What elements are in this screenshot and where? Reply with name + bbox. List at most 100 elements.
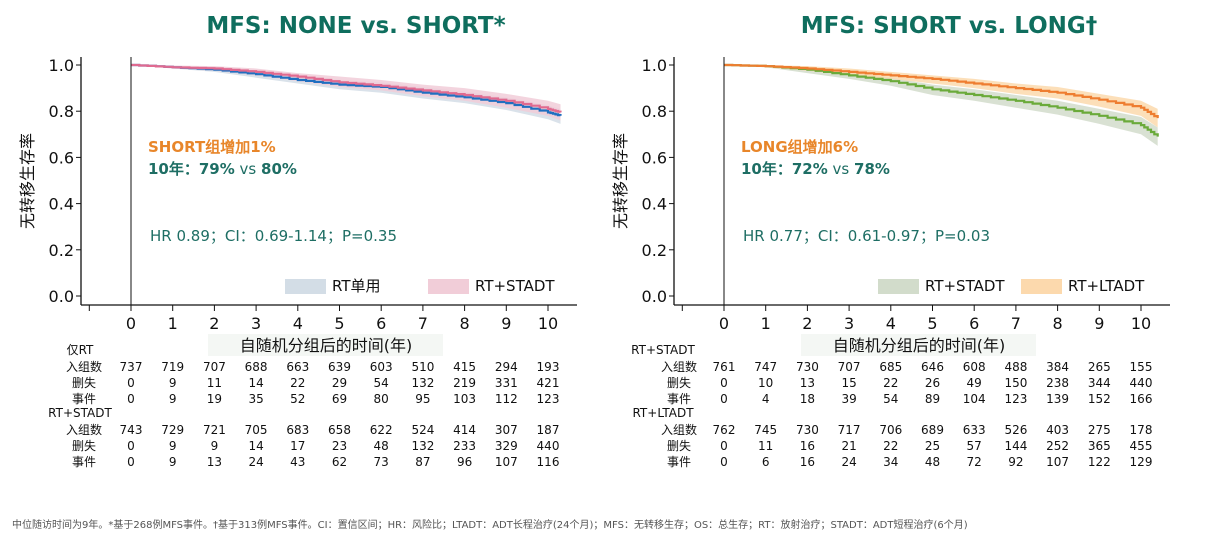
risk-row-label: 事件 bbox=[667, 455, 691, 469]
km-panel-none-vs-short: MFS: NONE vs. SHORT* 0.0 0.2 0.4 0.6 0.8 1.0 0 1… bbox=[18, 13, 577, 469]
risk-cell: 22 bbox=[883, 376, 898, 390]
risk-cell: 24 bbox=[248, 455, 263, 469]
risk-cell: 54 bbox=[374, 376, 389, 390]
risk-cell: 132 bbox=[411, 439, 434, 453]
risk-row-label: 删失 bbox=[667, 438, 691, 453]
risk-cell: 39 bbox=[841, 392, 856, 406]
risk-cell: 0 bbox=[127, 439, 135, 453]
survival-curve-1 bbox=[131, 63, 562, 113]
risk-row-label: 删失 bbox=[667, 375, 691, 390]
risk-group-label: RT+LTADT bbox=[632, 406, 694, 420]
x-tick-label: 4 bbox=[293, 314, 303, 333]
risk-cell: 9 bbox=[169, 376, 177, 390]
risk-cell: 0 bbox=[127, 455, 135, 469]
risk-cell: 688 bbox=[245, 360, 268, 374]
risk-cell: 730 bbox=[796, 360, 819, 374]
y-tick-label: 1.0 bbox=[49, 56, 74, 75]
risk-cell: 57 bbox=[967, 439, 982, 453]
risk-group-label: 仅RT bbox=[67, 343, 94, 357]
risk-cell: 26 bbox=[925, 376, 940, 390]
risk-cell: 384 bbox=[1046, 360, 1069, 374]
risk-row-label: 事件 bbox=[667, 392, 691, 406]
x-tick-label: 0 bbox=[719, 314, 729, 333]
risk-cell: 18 bbox=[800, 392, 815, 406]
risk-cell: 238 bbox=[1046, 376, 1069, 390]
risk-cell: 13 bbox=[800, 376, 815, 390]
risk-cell: 639 bbox=[328, 360, 351, 374]
risk-group-label: RT+STADT bbox=[631, 343, 695, 357]
y-tick-label: 0.8 bbox=[642, 102, 667, 121]
risk-cell: 112 bbox=[495, 392, 518, 406]
risk-cell: 139 bbox=[1046, 392, 1069, 406]
risk-cell: 9 bbox=[169, 392, 177, 406]
risk-cell: 73 bbox=[374, 455, 389, 469]
y-tick-label: 0.2 bbox=[642, 241, 667, 260]
risk-cell: 13 bbox=[207, 455, 222, 469]
risk-cell: 35 bbox=[248, 392, 263, 406]
y-tick-label: 0.6 bbox=[49, 148, 74, 167]
risk-cell: 729 bbox=[161, 423, 184, 437]
risk-cell: 69 bbox=[332, 392, 347, 406]
risk-cell: 19 bbox=[207, 392, 222, 406]
y-tick-label: 0.2 bbox=[49, 241, 74, 260]
risk-cell: 72 bbox=[967, 455, 982, 469]
footnote: 中位随访时间为9年。*基于268例MFS事件。†基于313例MFS事件。CI：置… bbox=[12, 518, 968, 531]
risk-cell: 658 bbox=[328, 423, 351, 437]
risk-cell: 25 bbox=[925, 439, 940, 453]
risk-cell: 193 bbox=[537, 360, 560, 374]
legend-label-1: RT+STADT bbox=[475, 277, 555, 295]
ci-band-1 bbox=[724, 65, 1158, 128]
x-tick-label: 9 bbox=[501, 314, 511, 333]
legend-label-0: RT+STADT bbox=[925, 277, 1005, 295]
risk-cell: 510 bbox=[411, 360, 434, 374]
legend-swatch-0 bbox=[878, 279, 919, 294]
ann-prefix: 10年： bbox=[741, 160, 792, 178]
risk-row-label: 删失 bbox=[72, 375, 96, 390]
risk-cell: 707 bbox=[203, 360, 226, 374]
risk-cell: 414 bbox=[453, 423, 476, 437]
chart-title: MFS: NONE vs. SHORT* bbox=[206, 13, 505, 39]
risk-cell: 233 bbox=[453, 439, 476, 453]
x-tick-label: 6 bbox=[376, 314, 386, 333]
y-axis-label: 无转移生存率 bbox=[18, 133, 37, 229]
risk-cell: 122 bbox=[1088, 455, 1111, 469]
risk-cell: 150 bbox=[1004, 376, 1027, 390]
risk-cell: 132 bbox=[411, 376, 434, 390]
risk-cell: 762 bbox=[713, 423, 736, 437]
risk-cell: 294 bbox=[495, 360, 518, 374]
risk-cell: 633 bbox=[963, 423, 986, 437]
risk-cell: 761 bbox=[713, 360, 736, 374]
risk-cell: 6 bbox=[762, 455, 770, 469]
risk-cell: 29 bbox=[332, 376, 347, 390]
risk-cell: 0 bbox=[720, 392, 728, 406]
risk-cell: 92 bbox=[1008, 455, 1023, 469]
risk-cell: 103 bbox=[453, 392, 476, 406]
risk-cell: 178 bbox=[1130, 423, 1153, 437]
risk-row-label: 事件 bbox=[72, 392, 96, 406]
risk-cell: 365 bbox=[1088, 439, 1111, 453]
risk-cell: 48 bbox=[374, 439, 389, 453]
risk-cell: 683 bbox=[286, 423, 309, 437]
risk-cell: 16 bbox=[800, 455, 815, 469]
risk-cell: 0 bbox=[720, 455, 728, 469]
risk-cell: 9 bbox=[211, 439, 219, 453]
risk-cell: 488 bbox=[1004, 360, 1027, 374]
risk-cell: 107 bbox=[1046, 455, 1069, 469]
x-tick-label: 7 bbox=[418, 314, 428, 333]
x-tick-label: 9 bbox=[1094, 314, 1104, 333]
risk-cell: 48 bbox=[925, 455, 940, 469]
risk-cell: 252 bbox=[1046, 439, 1069, 453]
risk-cell: 307 bbox=[495, 423, 518, 437]
risk-cell: 166 bbox=[1130, 392, 1153, 406]
risk-cell: 21 bbox=[841, 439, 856, 453]
x-tick-label: 8 bbox=[1053, 314, 1063, 333]
x-label-bg bbox=[208, 334, 443, 356]
risk-row-label: 事件 bbox=[72, 455, 96, 469]
risk-cell: 663 bbox=[286, 360, 309, 374]
risk-cell: 524 bbox=[411, 423, 434, 437]
risk-cell: 23 bbox=[332, 439, 347, 453]
risk-cell: 80 bbox=[374, 392, 389, 406]
ann-value-b: 80% bbox=[261, 160, 297, 178]
risk-cell: 743 bbox=[120, 423, 143, 437]
risk-cell: 22 bbox=[290, 376, 305, 390]
